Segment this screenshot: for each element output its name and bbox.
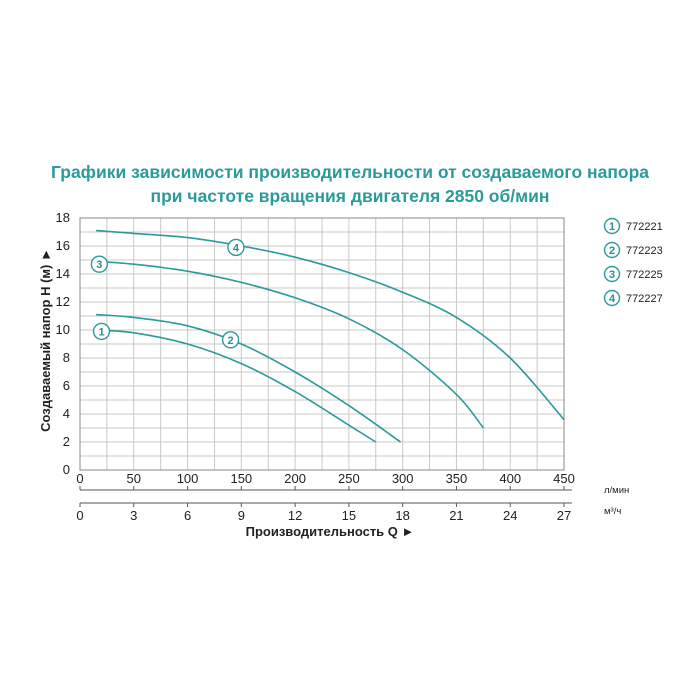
y-tick-label: 2 [63,434,70,449]
legend-marker [603,289,621,307]
x-tick-label-lmin: 400 [499,471,521,486]
legend-entry: 772221 [626,221,663,233]
x-tick-label-lmin: 0 [76,471,83,486]
curve-marker-label: 1 [98,326,104,338]
y-tick-label: 14 [56,266,70,281]
x-tick-label-lmin: 450 [553,471,575,486]
title-line-1: Графики зависимости производительности о… [51,162,649,182]
curve-marker-2 [221,331,240,349]
x-tick-label-lmin: 150 [230,471,252,486]
x-unit-top: л/мин [604,485,629,496]
x-tick-label-lmin: 300 [392,471,414,486]
y-tick-label: 18 [56,210,70,225]
x-tick-label-m3h: 3 [130,508,137,523]
legend-marker-label: 3 [609,269,615,281]
x-tick-label-lmin: 350 [446,471,468,486]
x-tick-label-m3h: 24 [503,508,517,523]
x-tick-label-m3h: 9 [238,508,245,523]
y-tick-label: 0 [63,462,70,477]
legend-entry: 772227 [626,293,663,305]
curve-marker-label: 3 [96,259,102,271]
x-unit-bottom: м³/ч [604,506,621,517]
y-tick-label: 4 [63,406,70,421]
legend: 1 772221 2 772223 3 772225 4 772227 [603,217,663,307]
x-tick-label-m3h: 21 [449,508,463,523]
chart-title: Графики зависимости производительности о… [0,160,700,208]
legend-entry: 772225 [626,269,663,281]
legend-marker [603,265,621,283]
curves [96,229,565,443]
curve-marker-3 [90,255,109,273]
legend-marker-label: 2 [609,245,615,257]
curve-marker-4 [227,238,245,257]
curve-772223 [96,313,401,443]
curve-772225 [96,260,484,429]
y-tick-label: 10 [56,322,70,337]
title-line-2: при частоте вращения двигателя 2850 об/м… [150,186,550,206]
x-tick-label-m3h: 12 [288,508,302,523]
legend-marker-label: 4 [609,293,616,305]
x-axis-label: Производительность Q ► [246,524,415,539]
y-tick-label: 6 [63,378,70,393]
curve-772227 [96,229,565,421]
curve-marker-label: 2 [228,335,234,347]
x-tick-label-m3h: 6 [184,508,191,523]
legend-entry: 772223 [626,245,663,257]
legend-marker-label: 1 [609,221,615,233]
legend-marker [603,217,621,235]
curve-772221 [96,329,377,443]
curve-marker-1 [92,322,111,341]
curve-marker-label: 4 [233,242,240,254]
grid [79,217,565,471]
x-tick-label-lmin: 200 [284,471,306,486]
plot-frame [79,217,565,471]
y-tick-label: 8 [63,350,70,365]
x-tick-label-m3h: 0 [76,508,83,523]
curve-markers: 1 2 3 4 [90,238,245,349]
x-tick-label-lmin: 50 [127,471,141,486]
x-tick-label-m3h: 15 [342,508,356,523]
legend-marker [603,241,621,259]
x-tick-label-lmin: 100 [177,471,199,486]
x-tick-label-m3h: 18 [395,508,409,523]
y-tick-label: 16 [56,238,70,253]
y-axis-label: Создаваемый напор H (м) ► [38,248,53,432]
y-tick-label: 12 [56,294,70,309]
x-tick-label-lmin: 250 [338,471,360,486]
x-tick-label-m3h: 27 [557,508,571,523]
